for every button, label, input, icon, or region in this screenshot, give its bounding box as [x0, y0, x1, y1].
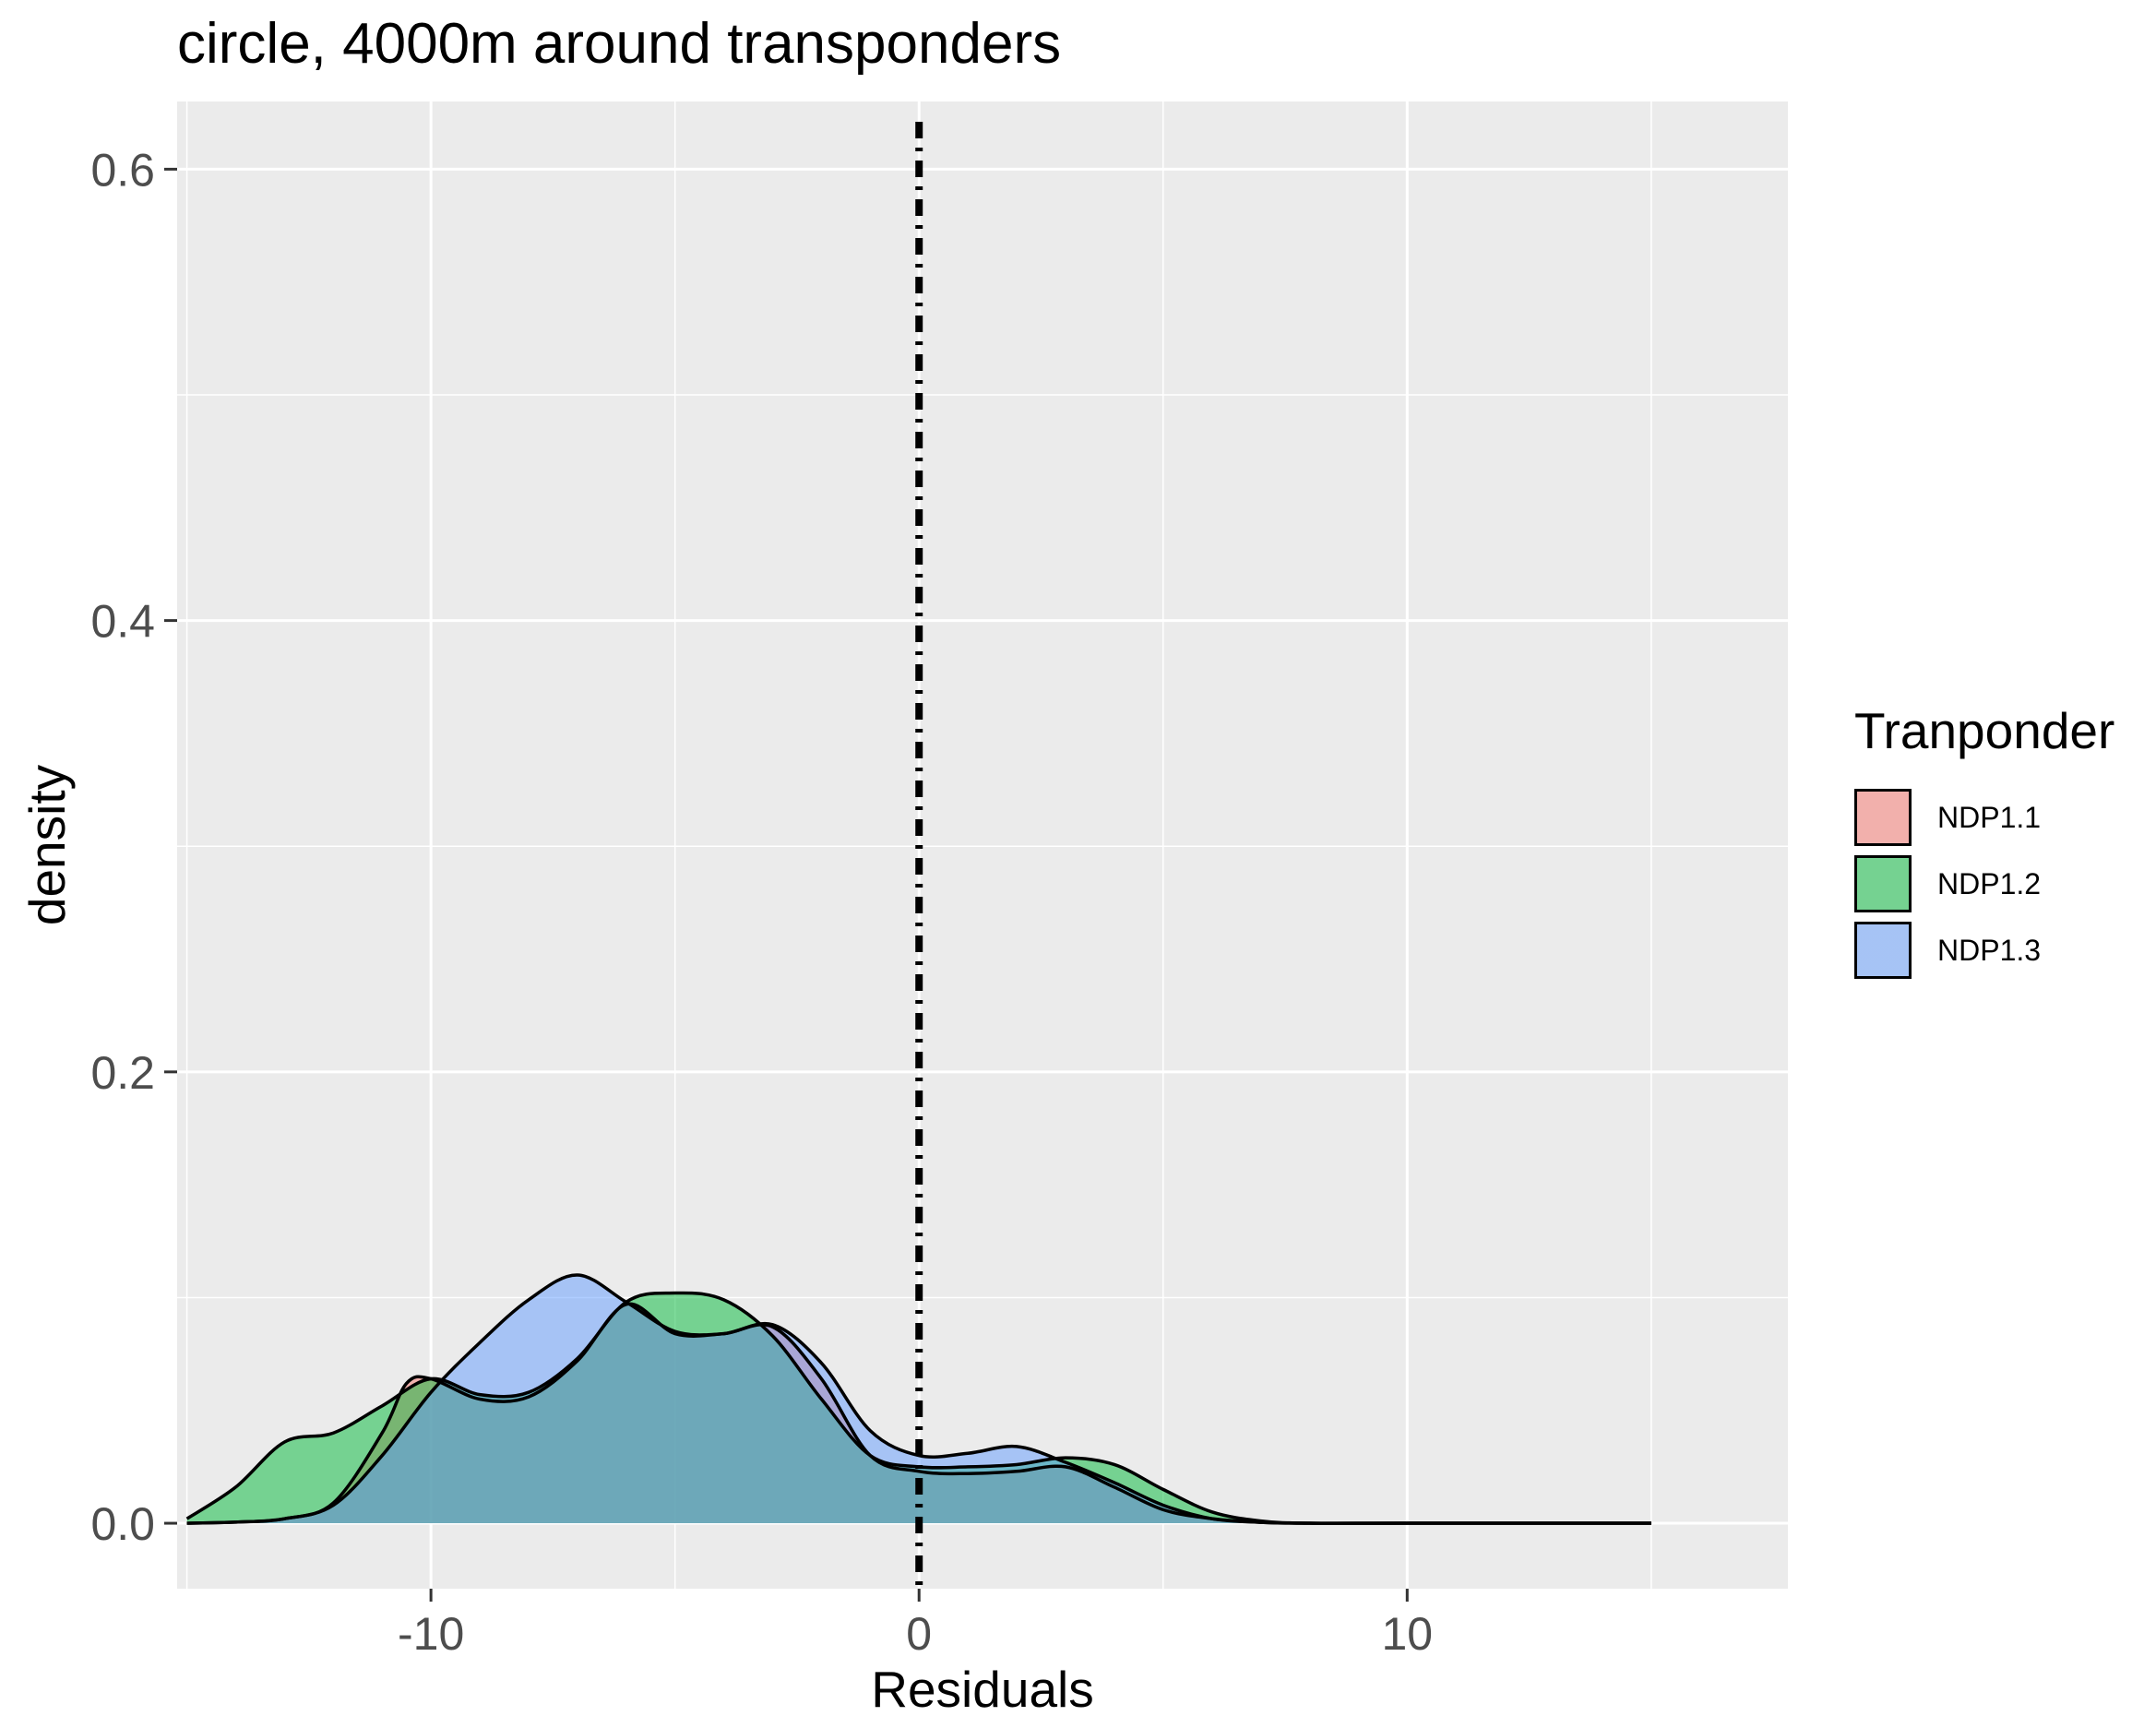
density-area-NDP1.3 — [186, 1274, 1651, 1524]
legend-key-NDP1.1 — [1854, 789, 1912, 846]
density-series — [185, 1273, 1651, 1525]
y-tick-label: 0.4 — [90, 596, 155, 648]
x-axis-title: Residuals — [871, 1661, 1094, 1718]
legend-label: NDP1.1 — [1937, 800, 2042, 834]
x-tick-label: 10 — [1381, 1608, 1433, 1660]
legend-key-NDP1.3 — [1854, 922, 1912, 979]
legend-items: NDP1.1 NDP1.2 NDP1.3 — [1854, 784, 2114, 983]
chart-title: circle, 4000m around transponders — [177, 12, 1062, 76]
legend-label: NDP1.3 — [1937, 933, 2042, 967]
legend: Tranponder NDP1.1 NDP1.2 NDP1.3 — [1854, 701, 2114, 983]
minor-gridlines — [177, 101, 1788, 1589]
legend-label: NDP1.2 — [1937, 866, 2042, 900]
y-tick-label: 0.0 — [90, 1498, 155, 1550]
y-tick-label: 0.6 — [90, 144, 155, 196]
y-axis-title: density — [18, 764, 76, 925]
legend-item-NDP1.3: NDP1.3 — [1854, 917, 2114, 983]
legend-title: Tranponder — [1854, 702, 2115, 759]
x-tick-label: -10 — [398, 1608, 464, 1660]
panel-background — [177, 101, 1788, 1589]
density-outline-NDP1.2 — [185, 1291, 1651, 1525]
legend-item-NDP1.1: NDP1.1 — [1854, 784, 2114, 851]
legend-key-NDP1.2 — [1854, 855, 1912, 912]
x-tick-label: 0 — [906, 1608, 932, 1660]
y-tick-label: 0.2 — [90, 1047, 155, 1099]
legend-item-NDP1.2: NDP1.2 — [1854, 851, 2114, 917]
density-outline-NDP1.3 — [186, 1273, 1651, 1525]
axis-ticks: -10 0 10 0.0 0.2 0.4 0.6 — [90, 144, 1433, 1660]
